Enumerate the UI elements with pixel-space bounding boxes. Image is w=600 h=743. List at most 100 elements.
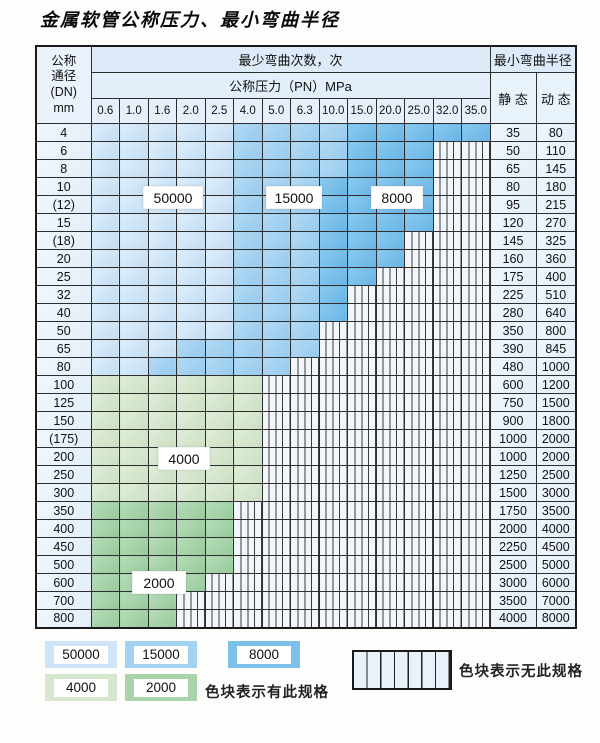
cell-50000-pn-1.6 xyxy=(147,321,177,340)
cell-50000-pn-2.0 xyxy=(176,159,206,178)
cell-no-spec-pn-10.0 xyxy=(318,357,348,376)
table-row-dn-350: 350 1750 3500 xyxy=(35,501,577,520)
cell-no-spec-pn-15.0 xyxy=(347,537,377,556)
cell-no-spec-pn-15.0 xyxy=(347,411,377,430)
static-radius-value: 225 xyxy=(489,285,537,304)
cell-no-spec-pn-25.0 xyxy=(404,231,434,250)
pressure-header-2.0: 2.0 xyxy=(176,98,206,124)
dynamic-radius-value: 4000 xyxy=(535,519,577,538)
cell-no-spec-pn-32.0 xyxy=(432,339,462,358)
cell-no-spec-pn-32.0 xyxy=(432,519,462,538)
cell-50000-pn-0.6 xyxy=(90,267,120,286)
cell-no-spec-pn-35.0 xyxy=(461,339,491,358)
legend-swatch-4000: 4000 xyxy=(45,674,117,701)
region-label-8000: 8000 xyxy=(371,186,423,209)
cell-8000-pn-20.0 xyxy=(375,123,405,142)
dn-value: 4 xyxy=(35,123,92,142)
cell-no-spec-pn-15.0 xyxy=(347,447,377,466)
cell-no-spec-pn-32.0 xyxy=(432,321,462,340)
pressure-values-row: 0.6 1.0 1.6 2.0 2.5 4.0 5.0 6.3 10.0 15.0 20.0 25.0… xyxy=(36,98,576,124)
legend-swatch-50000: 50000 xyxy=(45,641,117,668)
cell-no-spec-pn-35.0 xyxy=(461,465,491,484)
cell-no-spec-pn-32.0 xyxy=(432,555,462,574)
cell-no-spec-pn-20.0 xyxy=(375,447,405,466)
cell-no-spec-pn-15.0 xyxy=(347,321,377,340)
cell-50000-pn-0.6 xyxy=(90,195,120,214)
table-row-dn-25: 25 175 400 xyxy=(35,267,577,286)
dynamic-radius-value: 1200 xyxy=(535,375,577,394)
cell-8000-pn-32.0 xyxy=(432,123,462,142)
cell-no-spec-pn-20.0 xyxy=(375,465,405,484)
cell-15000-pn-6.3 xyxy=(290,321,320,340)
dynamic-radius-value: 80 xyxy=(535,123,577,142)
cell-4000-pn-1.0 xyxy=(119,429,149,448)
cell-no-spec-pn-10.0 xyxy=(318,573,348,592)
cell-15000-pn-6.3 xyxy=(290,213,320,232)
legend-swatch-value: 50000 xyxy=(54,645,108,664)
cell-2000-pn-2.5 xyxy=(204,501,234,520)
cell-8000-pn-10.0 xyxy=(318,231,348,250)
pressure-header-1.0: 1.0 xyxy=(119,98,149,124)
cell-no-spec-pn-10.0 xyxy=(318,411,348,430)
cell-no-spec-pn-35.0 xyxy=(461,447,491,466)
static-radius-value: 175 xyxy=(489,267,537,286)
cell-no-spec-pn-10.0 xyxy=(318,447,348,466)
cell-no-spec-pn-15.0 xyxy=(347,519,377,538)
dynamic-radius-value: 8000 xyxy=(535,609,577,628)
cell-15000-pn-2.0 xyxy=(176,339,206,358)
legend-swatch-value: 8000 xyxy=(237,645,291,664)
cell-no-spec-pn-35.0 xyxy=(461,591,491,610)
header-dn-line3: (DN) xyxy=(50,85,77,99)
cell-no-spec-pn-20.0 xyxy=(375,375,405,394)
dn-value: 125 xyxy=(35,393,92,412)
cell-no-spec-pn-32.0 xyxy=(432,213,462,232)
cell-2000-pn-1.0 xyxy=(119,591,149,610)
cell-no-spec-pn-35.0 xyxy=(461,393,491,412)
cell-no-spec-pn-15.0 xyxy=(347,609,377,628)
cell-no-spec-pn-20.0 xyxy=(375,411,405,430)
cell-4000-pn-4.0 xyxy=(233,411,263,430)
table-row-dn-8: 8 65 145 xyxy=(35,159,577,178)
cell-4000-pn-1.6 xyxy=(147,429,177,448)
cell-15000-pn-2.5 xyxy=(204,357,234,376)
cell-no-spec-pn-4.0 xyxy=(233,501,263,520)
header-static: 静 态 xyxy=(489,72,537,124)
static-radius-value: 350 xyxy=(489,321,537,340)
table-row-dn-175: (175) 1000 2000 xyxy=(35,429,577,448)
cell-2000-pn-1.6 xyxy=(147,609,177,628)
pressure-header-2.5: 2.5 xyxy=(204,98,234,124)
cell-no-spec-pn-25.0 xyxy=(404,483,434,502)
dynamic-radius-value: 1500 xyxy=(535,393,577,412)
cell-no-spec-pn-10.0 xyxy=(318,483,348,502)
static-radius-value: 95 xyxy=(489,195,537,214)
pressure-header-15.0: 15.0 xyxy=(347,98,377,124)
cell-no-spec-pn-25.0 xyxy=(404,591,434,610)
cell-15000-pn-5.0 xyxy=(261,357,291,376)
cell-50000-pn-1.0 xyxy=(119,303,149,322)
dn-value: 10 xyxy=(35,177,92,196)
cell-no-spec-pn-32.0 xyxy=(432,303,462,322)
cell-50000-pn-1.6 xyxy=(147,231,177,250)
cell-no-spec-pn-20.0 xyxy=(375,285,405,304)
table-row-dn-80: 80 480 1000 xyxy=(35,357,577,376)
dynamic-radius-value: 1800 xyxy=(535,411,577,430)
cell-8000-pn-25.0 xyxy=(404,123,434,142)
cell-no-spec-pn-15.0 xyxy=(347,483,377,502)
cell-15000-pn-6.3 xyxy=(290,123,320,142)
dn-value: 150 xyxy=(35,411,92,430)
cell-4000-pn-1.6 xyxy=(147,411,177,430)
legend-swatch-8000: 8000 xyxy=(228,641,300,668)
cell-8000-pn-15.0 xyxy=(347,213,377,232)
cell-15000-pn-5.0 xyxy=(261,213,291,232)
cell-50000-pn-2.5 xyxy=(204,177,234,196)
spec-table: 公称 通径 (DN) mm 最少弯曲次数，次 最小弯曲半径 公称压力（PN）MP… xyxy=(35,45,578,629)
cell-4000-pn-2.5 xyxy=(204,411,234,430)
cell-15000-pn-5.0 xyxy=(261,123,291,142)
static-radius-value: 3500 xyxy=(489,591,537,610)
cell-15000-pn-6.3 xyxy=(290,267,320,286)
dynamic-radius-value: 6000 xyxy=(535,573,577,592)
cell-50000-pn-0.6 xyxy=(90,339,120,358)
cell-50000-pn-1.0 xyxy=(119,177,149,196)
table-row-dn-700: 700 3500 7000 xyxy=(35,591,577,610)
spec-table-wrapper: 公称 通径 (DN) mm 最少弯曲次数，次 最小弯曲半径 公称压力（PN）MP… xyxy=(35,45,578,629)
